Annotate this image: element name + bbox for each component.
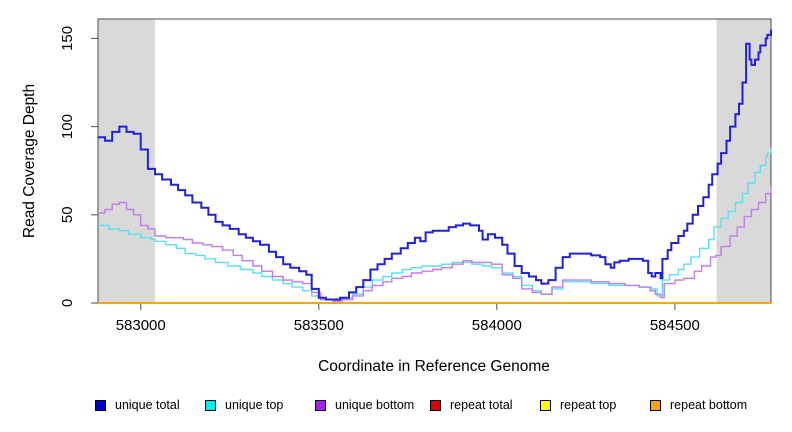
- legend-item-unique-bottom: unique bottom: [315, 395, 414, 415]
- legend-item-unique-total: unique total: [95, 395, 180, 415]
- legend-swatch-repeat-total: [430, 399, 441, 411]
- legend-swatch-unique-bottom: [315, 399, 326, 411]
- legend-item-repeat-bottom: repeat bottom: [650, 395, 747, 415]
- series-lines: [98, 29, 772, 304]
- shaded-regions: [98, 19, 771, 303]
- x-tick-label: 584500: [650, 317, 700, 334]
- y-tick-label: 150: [59, 26, 76, 51]
- legend-item-repeat-total: repeat total: [430, 395, 513, 415]
- shaded-region-0: [98, 19, 155, 303]
- legend-label: repeat total: [450, 398, 513, 412]
- x-tick-label: 583000: [116, 317, 166, 334]
- x-axis-title: Coordinate in Reference Genome: [318, 358, 550, 375]
- legend-swatch-unique-total: [95, 399, 106, 411]
- x-tick-label: 583500: [294, 317, 344, 334]
- legend-label: repeat bottom: [670, 398, 748, 412]
- y-tick-label: 50: [59, 206, 76, 223]
- legend-label: unique bottom: [335, 398, 415, 412]
- y-tick-label: 100: [59, 114, 76, 139]
- legend: unique total unique top unique bottom repea…: [0, 395, 792, 419]
- shaded-region-1: [716, 19, 771, 303]
- legend-swatch-unique-top: [205, 399, 216, 411]
- legend-label: unique total: [115, 398, 180, 412]
- x-tick-label: 584000: [472, 317, 522, 334]
- legend-swatch-repeat-top: [540, 399, 551, 411]
- y-tick-label: 0: [59, 299, 76, 307]
- plot-box: [97, 18, 772, 304]
- legend-label: unique top: [225, 398, 284, 412]
- legend-item-repeat-top: repeat top: [540, 395, 616, 415]
- legend-label: repeat top: [560, 398, 617, 412]
- plot-border: [97, 18, 772, 304]
- axis-tick-labels: 583000 583500 584000 584500 0 50 100 150: [59, 26, 700, 334]
- series-line-unique-total: [98, 29, 772, 301]
- legend-item-unique-top: unique top: [205, 395, 283, 415]
- series-line-unique-top: [98, 147, 772, 301]
- y-axis-title: Read Coverage Depth: [21, 84, 38, 238]
- series-line-unique-bottom: [98, 186, 772, 302]
- legend-swatch-repeat-bottom: [650, 399, 661, 411]
- axis-ticks: [91, 37, 676, 310]
